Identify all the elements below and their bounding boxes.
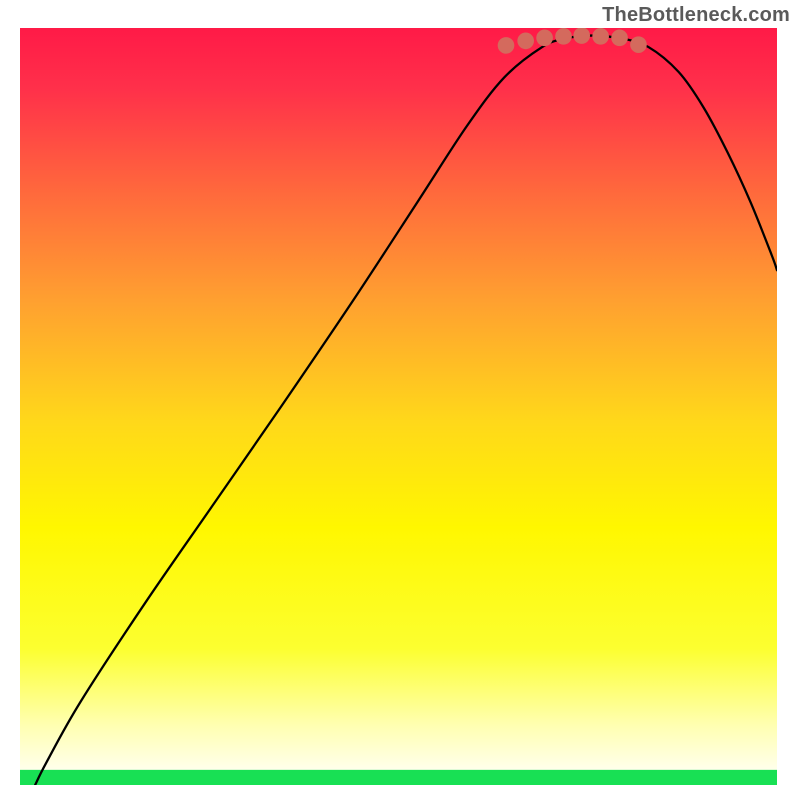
- optimal-dot: [498, 37, 515, 54]
- optimal-dot: [592, 28, 609, 45]
- optimal-dot: [555, 28, 572, 45]
- optimal-dot: [536, 30, 553, 47]
- chart-svg: [20, 28, 777, 785]
- optimal-dot: [517, 33, 534, 50]
- watermark-text: TheBottleneck.com: [602, 4, 790, 27]
- optimal-dot: [573, 28, 590, 44]
- optimal-dot: [630, 36, 647, 53]
- green-strip: [20, 770, 777, 785]
- chart-background: [20, 28, 777, 785]
- optimal-dot: [611, 30, 628, 47]
- bottleneck-chart: [20, 28, 777, 785]
